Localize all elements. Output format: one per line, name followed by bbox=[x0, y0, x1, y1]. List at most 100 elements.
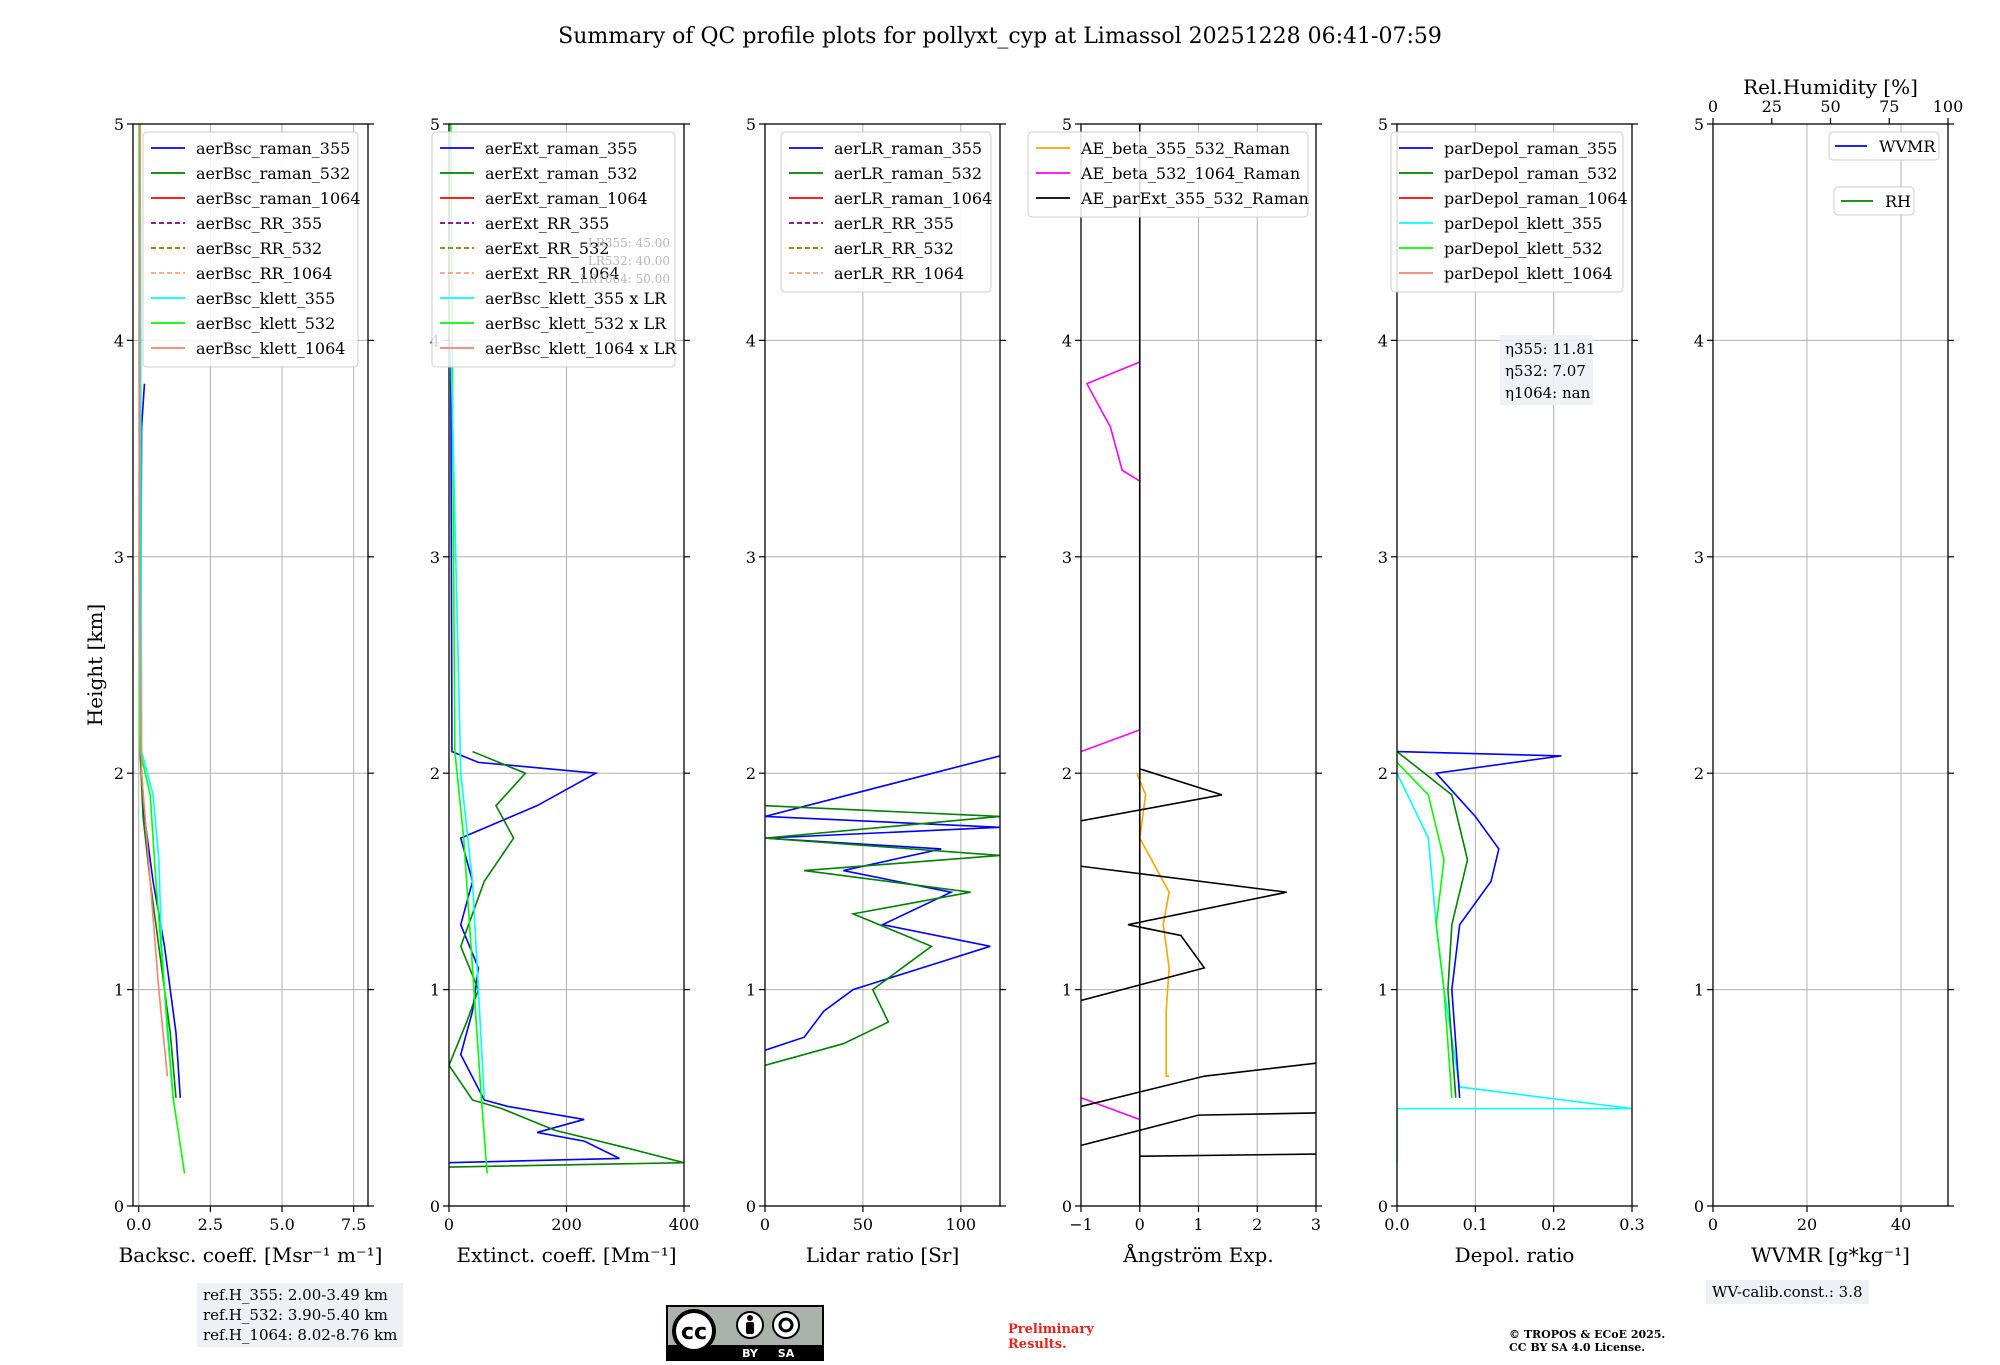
ytick-label-ae: 2 bbox=[1062, 764, 1072, 783]
legend-label-aerBsc_klett_532: aerBsc_klett_532 bbox=[196, 314, 335, 333]
rh-tick-label: 0 bbox=[1708, 97, 1718, 116]
legend-label-WVMR: WVMR bbox=[1879, 137, 1936, 156]
legend-label-parDepol_klett_532: parDepol_klett_532 bbox=[1444, 239, 1602, 258]
ytick-label-ae: 3 bbox=[1062, 548, 1072, 567]
ytick-label-ext: 1 bbox=[430, 981, 440, 1000]
ytick-label-wvmr: 1 bbox=[1694, 981, 1704, 1000]
preliminary-line-1: Preliminary bbox=[1008, 1322, 1094, 1337]
rh-tick-label: 100 bbox=[1933, 97, 1964, 116]
copyright-note: © TROPOS & ECoE 2025. CC BY SA 4.0 Licen… bbox=[1509, 1328, 1665, 1354]
cc-by-sa-badge: cc BY SA bbox=[666, 1305, 824, 1361]
legend-label-aerExt_RR_532: aerExt_RR_532 bbox=[485, 239, 609, 258]
ytick-label-depol: 1 bbox=[1378, 981, 1388, 1000]
rh-tick-label: 50 bbox=[1820, 97, 1840, 116]
xlabel-bsc: Backsc. coeff. [Msr⁻¹ m⁻¹] bbox=[119, 1243, 383, 1267]
ytick-label-lr: 0 bbox=[746, 1197, 756, 1216]
xtick-label-bsc: 5.0 bbox=[269, 1215, 294, 1234]
series-aerExt_raman_532 bbox=[449, 750, 684, 1168]
xtick-label-ext: 0 bbox=[444, 1215, 454, 1234]
series-AE_parExt_355_532_Raman bbox=[1081, 1112, 1316, 1147]
ytick-label-depol: 4 bbox=[1378, 331, 1388, 350]
xtick-label-ae: −1 bbox=[1069, 1215, 1093, 1234]
legend-box-lr bbox=[780, 131, 992, 293]
ytick-label-bsc: 0 bbox=[114, 1197, 124, 1216]
xtick-label-bsc: 7.5 bbox=[341, 1215, 366, 1234]
legend-label-aerLR_RR_355: aerLR_RR_355 bbox=[834, 214, 954, 233]
ref-height-532: ref.H_532: 3.90-5.40 km bbox=[203, 1306, 388, 1324]
eta-annotation: η532: 7.07 bbox=[1505, 362, 1586, 380]
eta-annotation: η355: 11.81 bbox=[1505, 340, 1595, 358]
axes-frame-bsc bbox=[132, 123, 369, 1207]
xtick-label-ext: 200 bbox=[551, 1215, 582, 1234]
series-aerBsc_klett_532 x LR bbox=[449, 124, 488, 1174]
legend-depol: parDepol_raman_355 parDepol_raman_532 parD… bbox=[1390, 131, 1628, 293]
xtick-label-depol: 0.3 bbox=[1619, 1215, 1644, 1234]
ytick-label-ext: 5 bbox=[430, 115, 440, 134]
series-aerBsc_klett_1064 bbox=[138, 124, 169, 1077]
legend-label-aerBsc_raman_532: aerBsc_raman_532 bbox=[196, 164, 350, 183]
series-aerBsc_klett_532 bbox=[138, 124, 186, 1174]
legend-label-aerBsc_klett_1064 x LR: aerBsc_klett_1064 x LR bbox=[485, 339, 677, 358]
ytick-label-lr: 3 bbox=[746, 548, 756, 567]
ytick-label-ae: 1 bbox=[1062, 981, 1072, 1000]
legend-label-aerBsc_RR_532: aerBsc_RR_532 bbox=[196, 239, 322, 258]
panel-depol: 0 1 2 3 4 5 0.0 0.1 0.2 0.3 Depol. ratio parDepol_r… bbox=[1378, 115, 1645, 1267]
legend-ae: AE_beta_355_532_Raman AE_beta_532_1064_Ra… bbox=[1027, 131, 1309, 218]
legend-label-parDepol_klett_1064: parDepol_klett_1064 bbox=[1444, 264, 1613, 283]
ref-height-355: ref.H_355: 2.00-3.49 km bbox=[203, 1286, 388, 1304]
legend-label-aerBsc_raman_1064: aerBsc_raman_1064 bbox=[196, 189, 361, 208]
wv-calib-const: WV-calib.const.: 3.8 bbox=[1712, 1283, 1863, 1301]
ytick-label-wvmr: 5 bbox=[1694, 115, 1704, 134]
series-aerBsc_raman_532 bbox=[139, 751, 177, 1098]
ytick-label-depol: 5 bbox=[1378, 115, 1388, 134]
xlabel-wvmr: WVMR [g*kg⁻¹] bbox=[1751, 1243, 1910, 1267]
shared-ylabel: Height [km] bbox=[83, 604, 107, 726]
copyright-line-1: © TROPOS & ECoE 2025. bbox=[1509, 1328, 1666, 1341]
ytick-label-bsc: 4 bbox=[114, 331, 124, 350]
legend-label-aerBsc_raman_355: aerBsc_raman_355 bbox=[196, 139, 350, 158]
panel-bsc: 0 1 2 3 4 5 0.0 2.5 5.0 7.5 Backsc. coeff. [Msr⁻¹ … bbox=[114, 115, 383, 1267]
xtick-label-ae: 1 bbox=[1193, 1215, 1203, 1234]
ext-lr-annotation: LR1064: 50.00 bbox=[580, 272, 670, 286]
legend-label-parDepol_raman_355: parDepol_raman_355 bbox=[1444, 139, 1617, 158]
series-group-ext bbox=[449, 124, 684, 1174]
legend-label-AE_beta_355_532_Raman: AE_beta_355_532_Raman bbox=[1080, 139, 1290, 158]
ytick-label-lr: 4 bbox=[746, 331, 756, 350]
xlabel-ae: Ångström Exp. bbox=[1122, 1242, 1273, 1267]
ytick-label-depol: 3 bbox=[1378, 548, 1388, 567]
series-aerBsc_klett_355 x LR bbox=[449, 340, 486, 1098]
legend-bsc: aerBsc_raman_355 aerBsc_raman_532 aerBsc_r… bbox=[142, 131, 361, 368]
xtick-label-lr: 50 bbox=[853, 1215, 873, 1234]
legend-box-bsc bbox=[142, 131, 359, 368]
rh-axis-label: Rel.Humidity [%] bbox=[1743, 75, 1918, 99]
preliminary-line-2: Results. bbox=[1008, 1337, 1067, 1352]
rh-tick-label: 25 bbox=[1762, 97, 1782, 116]
legend-label-aerLR_raman_1064: aerLR_raman_1064 bbox=[834, 189, 992, 208]
series-AE_parExt_355_532_Raman bbox=[1081, 865, 1287, 1002]
legend-wvmr: WVMR RH bbox=[1828, 131, 1940, 216]
xtick-label-bsc: 2.5 bbox=[198, 1215, 223, 1234]
series-parDepol_raman_532 bbox=[1397, 750, 1469, 1098]
series-aerLR_raman_355 bbox=[765, 755, 1000, 1051]
xtick-label-depol: 0.0 bbox=[1384, 1215, 1409, 1234]
xtick-label-wvmr: 20 bbox=[1797, 1215, 1817, 1234]
legend-label-aerExt_raman_355: aerExt_raman_355 bbox=[485, 139, 638, 158]
copyright-line-2: CC BY SA 4.0 License. bbox=[1509, 1341, 1646, 1354]
legend-label-aerBsc_klett_355: aerBsc_klett_355 bbox=[196, 289, 335, 308]
xtick-label-ae: 2 bbox=[1252, 1215, 1262, 1234]
ytick-label-ext: 0 bbox=[430, 1197, 440, 1216]
ytick-label-wvmr: 2 bbox=[1694, 764, 1704, 783]
ref-height-1064: ref.H_1064: 8.02-8.76 km bbox=[203, 1326, 398, 1344]
xtick-label-bsc: 0.0 bbox=[126, 1215, 151, 1234]
legend-label-aerExt_raman_1064: aerExt_raman_1064 bbox=[485, 189, 648, 208]
cc-sa-label: SA bbox=[778, 1347, 795, 1360]
series-aerExt_raman_355 bbox=[449, 340, 620, 1164]
axes-frame-lr bbox=[764, 123, 1001, 1207]
xtick-label-wvmr: 40 bbox=[1891, 1215, 1911, 1234]
xtick-label-depol: 0.1 bbox=[1463, 1215, 1488, 1234]
series-group-bsc bbox=[138, 124, 186, 1174]
xtick-label-wvmr: 0 bbox=[1708, 1215, 1718, 1234]
